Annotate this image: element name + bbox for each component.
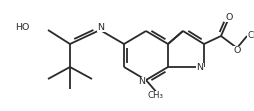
Text: O: O <box>225 13 233 22</box>
Text: CH₃: CH₃ <box>147 91 163 100</box>
Text: CH₃: CH₃ <box>248 31 254 40</box>
Text: HO: HO <box>16 24 30 33</box>
Text: O: O <box>233 47 241 56</box>
Text: N: N <box>197 63 203 72</box>
Text: N: N <box>98 23 104 32</box>
Text: N: N <box>138 77 146 86</box>
